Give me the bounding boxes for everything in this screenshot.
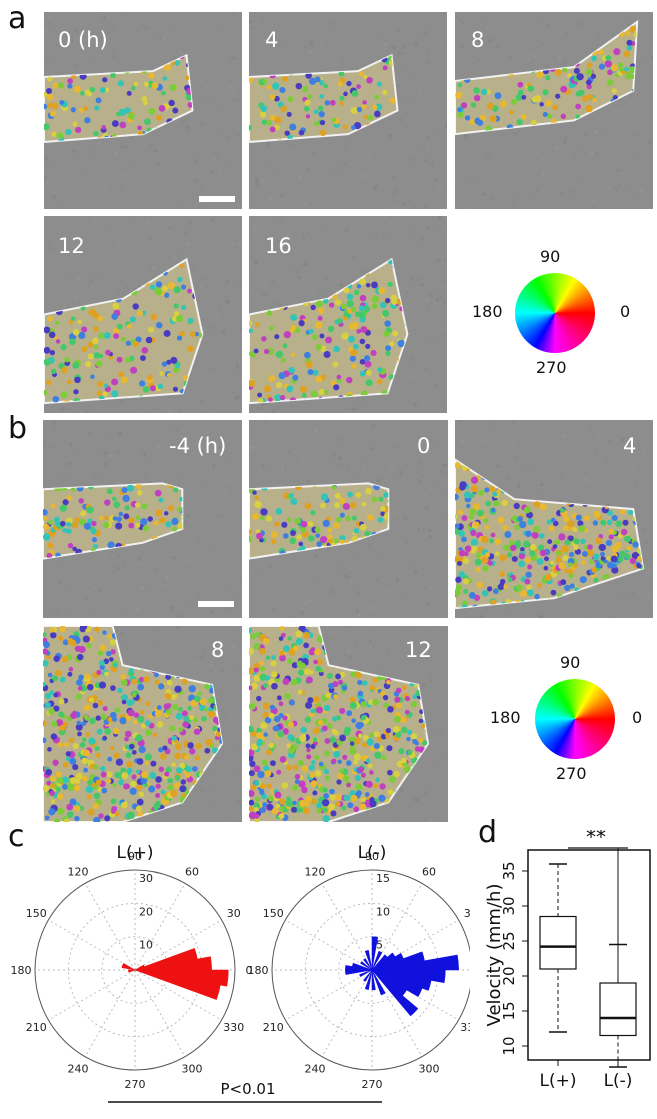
wheel-label-left: 180	[490, 710, 521, 726]
x-category-label: L(-)	[604, 1071, 633, 1091]
grid-spoke	[322, 970, 372, 1057]
micrograph-b-2: 4	[455, 420, 653, 618]
time-label: 12	[58, 236, 85, 257]
radial-tick-label: 10	[139, 939, 153, 952]
p-value-label: P<0.01	[220, 1080, 275, 1098]
x-category-label: L(+)	[540, 1071, 577, 1091]
micrograph-b-1: 0	[249, 420, 448, 618]
rose-plots: L(+)102030030609012015018021024027030033…	[0, 830, 470, 1115]
angle-tick-label: 270	[362, 1078, 383, 1091]
panel-letter-b: b	[8, 414, 27, 444]
grid-spoke	[322, 883, 372, 970]
time-label: 8	[211, 640, 224, 661]
grid-spoke	[48, 920, 135, 970]
angle-tick-label: 90	[365, 850, 379, 863]
wheel-label-left: 180	[472, 304, 503, 320]
micrograph-a-1: 4	[249, 12, 447, 209]
angle-tick-label: 270	[125, 1078, 146, 1091]
time-label: 16	[265, 236, 292, 257]
y-tick-label: 10	[500, 1036, 518, 1055]
angle-tick-label: 300	[419, 1063, 440, 1076]
angle-tick-label: 180	[11, 964, 32, 977]
box-body	[600, 983, 636, 1036]
time-label: 0	[417, 436, 430, 457]
angle-tick-label: 240	[305, 1063, 326, 1076]
radial-tick-label: 30	[139, 872, 153, 885]
time-label: 8	[471, 30, 484, 51]
wheel-label-top: 90	[560, 655, 580, 671]
grid-spoke	[85, 883, 135, 970]
micrograph-a-3: 12	[44, 216, 242, 413]
angle-tick-label: 330	[460, 1021, 470, 1034]
scale-bar	[198, 601, 234, 607]
angle-tick-label: 180	[248, 964, 269, 977]
rose-bin	[122, 963, 135, 970]
grid-spoke	[85, 970, 135, 1057]
time-label: 4	[265, 30, 278, 51]
hue-wheel	[535, 679, 615, 759]
rose-plot-lminus: L(-)510150306090120150180210240270300330	[248, 843, 471, 1091]
micrograph-a-2: 8	[455, 12, 653, 209]
time-label: 4	[623, 436, 636, 457]
scale-bar	[199, 196, 235, 202]
angle-tick-label: 210	[263, 1021, 284, 1034]
micrograph-b-0: -4 (h)	[43, 420, 242, 618]
grid-spoke	[285, 970, 372, 1020]
box-body	[540, 917, 576, 970]
angle-tick-label: 150	[26, 907, 47, 920]
radial-tick-label: 20	[139, 905, 153, 918]
angle-tick-label: 240	[68, 1063, 89, 1076]
angle-tick-label: 300	[182, 1063, 203, 1076]
angle-tick-label: 330	[223, 1021, 244, 1034]
panel-letter-a: a	[8, 4, 26, 34]
angle-tick-label: 150	[263, 907, 284, 920]
wheel-label-top: 90	[540, 249, 560, 265]
y-tick-label: 35	[500, 861, 518, 880]
time-label: -4 (h)	[169, 436, 226, 457]
y-axis-label: Velocity (mm/h)	[484, 884, 505, 1027]
time-label: 12	[405, 640, 432, 661]
rose-plot-lplus: L(+)102030030609012015018021024027030033…	[11, 843, 253, 1091]
micrograph-b-3: 8	[43, 626, 242, 822]
hue-wheel	[515, 273, 595, 353]
wheel-label-bottom: 270	[556, 766, 587, 782]
significance-label: **	[586, 830, 606, 849]
angle-tick-label: 120	[68, 865, 89, 878]
wheel-label-right: 0	[620, 304, 630, 320]
angle-tick-label: 120	[305, 865, 326, 878]
grid-spoke	[48, 970, 135, 1020]
wheel-label-bottom: 270	[536, 360, 567, 376]
angle-tick-label: 210	[26, 1021, 47, 1034]
micrograph-a-0: 0 (h)	[44, 12, 242, 209]
box-0: L(+)	[540, 864, 577, 1091]
radial-tick-label: 15	[376, 872, 390, 885]
angle-tick-label: 60	[422, 865, 436, 878]
wheel-label-right: 0	[632, 710, 642, 726]
angle-tick-label: 90	[128, 850, 142, 863]
angle-tick-label: 30	[227, 907, 241, 920]
micrograph-b-4: 12	[249, 626, 448, 822]
grid-spoke	[285, 920, 372, 970]
micrograph-a-4: 16	[249, 216, 447, 413]
time-label: 0 (h)	[58, 30, 108, 51]
angle-tick-label: 60	[185, 865, 199, 878]
radial-tick-label: 10	[376, 905, 390, 918]
